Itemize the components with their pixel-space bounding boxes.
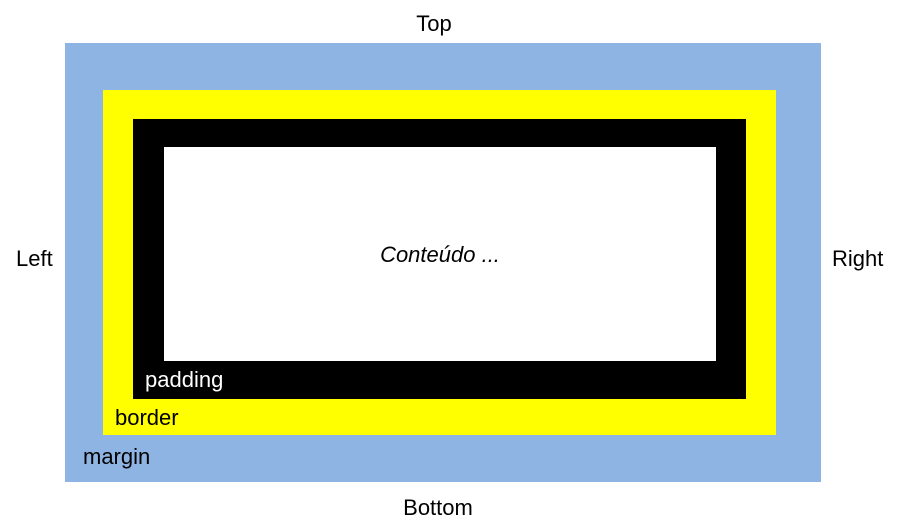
right-label: Right [832, 246, 884, 271]
margin-label: margin [83, 444, 151, 469]
padding-label: padding [145, 367, 224, 392]
border-label: border [115, 405, 179, 430]
left-label: Left [16, 246, 53, 271]
content-area [164, 147, 716, 361]
content-label: Conteúdo ... [380, 242, 500, 267]
bottom-label: Bottom [403, 495, 473, 520]
top-label: Top [416, 11, 452, 36]
